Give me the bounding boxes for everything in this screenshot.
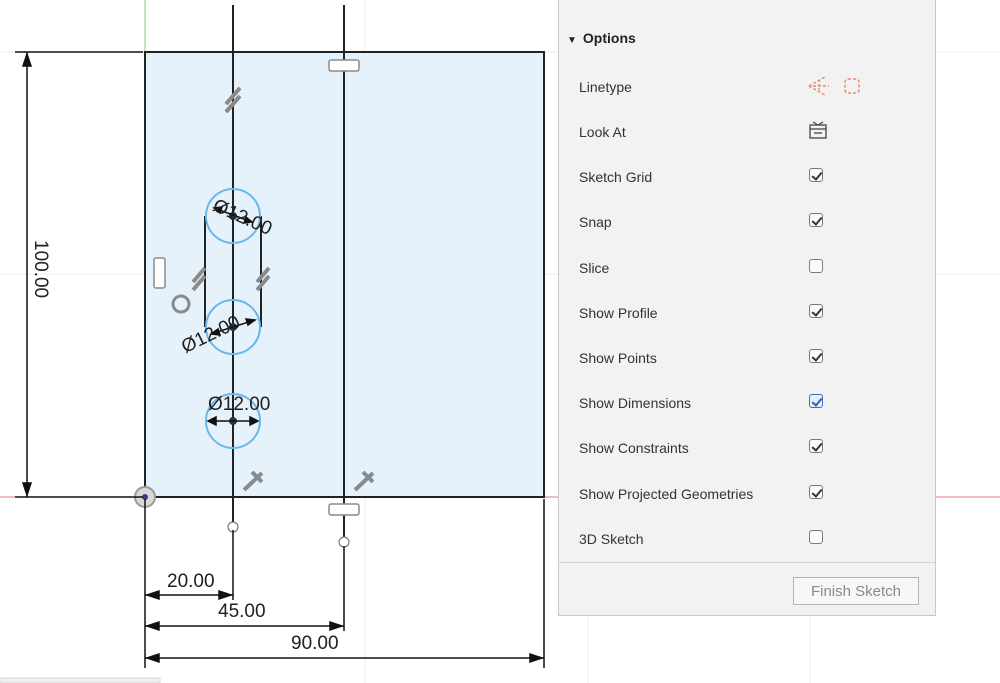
perpendicular-constraint-icon bbox=[242, 470, 375, 492]
browser-panel-edge bbox=[0, 677, 161, 683]
option-label: Snap bbox=[579, 214, 612, 230]
parallel-constraint-icon bbox=[191, 86, 271, 292]
dim-offset-2[interactable]: 45.00 bbox=[218, 601, 266, 622]
circle-mid[interactable] bbox=[205, 299, 261, 355]
option-label: Show Projected Geometries bbox=[579, 486, 754, 502]
collapse-triangle-icon[interactable]: ▼ bbox=[567, 35, 577, 46]
option-label: Show Constraints bbox=[579, 440, 689, 456]
panel-divider bbox=[559, 562, 935, 563]
sketch-grid-checkbox[interactable] bbox=[809, 168, 823, 182]
finish-sketch-button[interactable]: Finish Sketch bbox=[793, 577, 919, 605]
options-header[interactable]: ▼ Options bbox=[567, 30, 636, 46]
option-label: Sketch Grid bbox=[579, 169, 653, 185]
option-slice: Slice bbox=[579, 257, 909, 281]
vertical-constraint-icon bbox=[153, 257, 166, 289]
option-label: Show Points bbox=[579, 350, 657, 366]
option-label: Show Profile bbox=[579, 305, 658, 321]
dim-height-lines bbox=[15, 51, 143, 498]
show-points-checkbox[interactable] bbox=[809, 349, 823, 363]
dim-horizontal-lines bbox=[144, 499, 545, 668]
3d-sketch-checkbox[interactable] bbox=[809, 530, 823, 544]
option-label: Slice bbox=[579, 260, 610, 276]
show-profile-checkbox[interactable] bbox=[809, 304, 823, 318]
option-label: 3D Sketch bbox=[579, 531, 644, 547]
construction-linetype-icon[interactable] bbox=[807, 75, 863, 97]
dim-height-text[interactable]: 100.00 bbox=[30, 240, 51, 298]
option-show-constraints: Show Constraints bbox=[579, 437, 909, 461]
option-label: Show Dimensions bbox=[579, 395, 692, 411]
circle-top[interactable] bbox=[205, 188, 261, 244]
option-show-dimensions: Show Dimensions bbox=[579, 392, 909, 416]
show-constraints-checkbox[interactable] bbox=[809, 439, 823, 453]
diameter-arrows bbox=[206, 206, 260, 427]
dim-width-total[interactable]: 90.00 bbox=[291, 633, 339, 654]
horizontal-constraint-icon bbox=[328, 59, 360, 516]
option-label: Look At bbox=[579, 124, 626, 140]
dim-offset-1[interactable]: 20.00 bbox=[167, 571, 215, 592]
circle-bottom[interactable] bbox=[205, 393, 261, 449]
coincident-constraint-icon bbox=[171, 294, 191, 314]
snap-checkbox[interactable] bbox=[809, 213, 823, 227]
option-show-profile: Show Profile bbox=[579, 302, 909, 326]
dim-diameter-bottom[interactable]: Ø12.00 bbox=[208, 394, 270, 415]
option-sketch-grid: Sketch Grid bbox=[579, 166, 909, 190]
sketch-options-panel: ▼ Options Linetype Look At Sketch Grid bbox=[558, 0, 936, 616]
look-at-icon[interactable] bbox=[807, 119, 829, 141]
options-title: Options bbox=[582, 30, 636, 46]
show-dimensions-checkbox[interactable] bbox=[809, 394, 823, 408]
option-look-at: Look At bbox=[579, 121, 909, 145]
option-show-points: Show Points bbox=[579, 347, 909, 371]
option-show-projected-geometries: Show Projected Geometries bbox=[579, 483, 909, 507]
line-end-point[interactable] bbox=[338, 536, 350, 548]
slice-checkbox[interactable] bbox=[809, 259, 823, 273]
option-label: Linetype bbox=[579, 79, 632, 95]
option-3d-sketch: 3D Sketch bbox=[579, 528, 909, 552]
option-snap: Snap bbox=[579, 211, 909, 235]
option-linetype: Linetype bbox=[579, 76, 909, 100]
show-projected-geometries-checkbox[interactable] bbox=[809, 485, 823, 499]
